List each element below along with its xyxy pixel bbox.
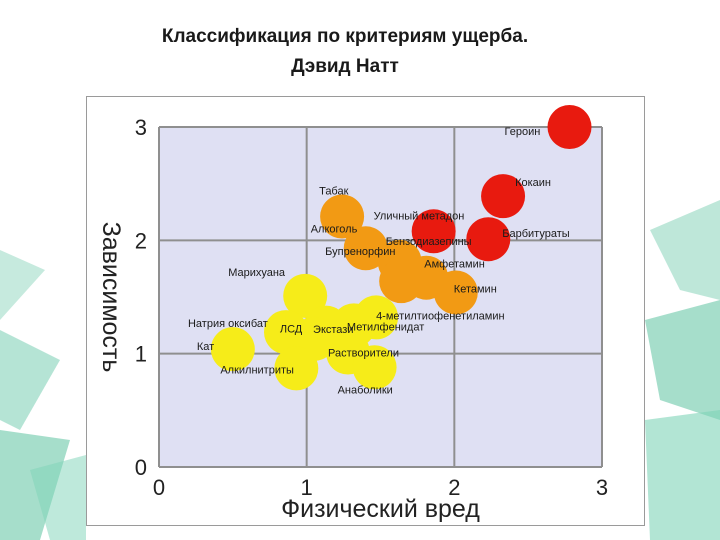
data-label: Бензодиазепины [386, 236, 472, 248]
data-label: Метилфенидат [347, 321, 424, 333]
data-label: ЛСД [280, 324, 303, 336]
data-label: Алкоголь [311, 223, 358, 235]
data-point [283, 273, 328, 318]
decoration-shape-right-top [650, 200, 720, 300]
data-label: Марихуана [228, 267, 286, 279]
data-label: Кетамин [454, 283, 497, 295]
chart-frame: 0 1 2 3 0 1 2 3 Героин Кокаин Барбитураты Уличный … [86, 96, 645, 526]
data-point [320, 194, 365, 239]
y-tick-label: 1 [135, 342, 147, 367]
data-label: Анаболики [338, 384, 393, 396]
y-tick-label: 3 [135, 115, 147, 140]
decoration-shape-left-top [0, 250, 45, 320]
data-point [274, 346, 319, 391]
data-label: Бупренорфин [325, 246, 395, 258]
x-axis-label: Физический вред [281, 495, 480, 523]
data-point [343, 226, 388, 271]
data-label: Героин [505, 126, 541, 138]
y-tick-label: 2 [135, 228, 147, 253]
slide-title-line-2: Дэвид Натт [291, 56, 399, 77]
x-tick-label: 3 [596, 475, 608, 500]
data-label: Кат [197, 341, 214, 353]
decoration-shape-left-mid [0, 330, 60, 430]
data-point [433, 270, 478, 315]
data-label: Уличный метадон [374, 210, 465, 222]
data-point [352, 345, 397, 390]
x-tick-label: 2 [448, 475, 460, 500]
data-label: Табак [319, 186, 349, 198]
data-point [481, 174, 526, 219]
x-tick-label: 0 [153, 475, 165, 500]
data-label: Растворители [328, 348, 399, 360]
scatter-chart: 0 1 2 3 0 1 2 3 Героин Кокаин Барбитураты Уличный … [97, 105, 608, 523]
data-point [466, 217, 511, 262]
y-tick-label: 0 [135, 455, 147, 480]
data-point [210, 327, 255, 372]
decoration-shape-right-mid [645, 300, 720, 420]
slide-title: Классификация по критериям ущерба. Дэвид… [0, 22, 690, 82]
data-point [411, 209, 456, 254]
data-label: Экстази [313, 324, 353, 336]
data-label: Барбитураты [502, 228, 569, 240]
axis-ticks: 0 1 2 3 0 1 2 3 [135, 115, 608, 500]
data-point [547, 105, 592, 149]
data-label: Алкилнитриты [220, 364, 294, 376]
decoration-shape-left-bottom [0, 430, 70, 540]
decoration-shape-right-bottom [645, 410, 720, 540]
x-tick-label: 1 [301, 475, 313, 500]
y-axis-label: Зависимость [97, 222, 125, 373]
data-points [210, 105, 592, 391]
slide-title-line-1: Классификация по критериям ущерба. [161, 26, 529, 47]
decoration-shape-left-low [30, 455, 86, 540]
data-labels: Героин Кокаин Барбитураты Уличный метадон Та… [188, 126, 570, 396]
data-label: Кокаин [515, 177, 551, 189]
data-label: Натрия оксибат [188, 318, 268, 330]
data-label: Амфетамин [424, 259, 485, 271]
data-label: 4-метилтиофенетиламин [376, 310, 505, 322]
